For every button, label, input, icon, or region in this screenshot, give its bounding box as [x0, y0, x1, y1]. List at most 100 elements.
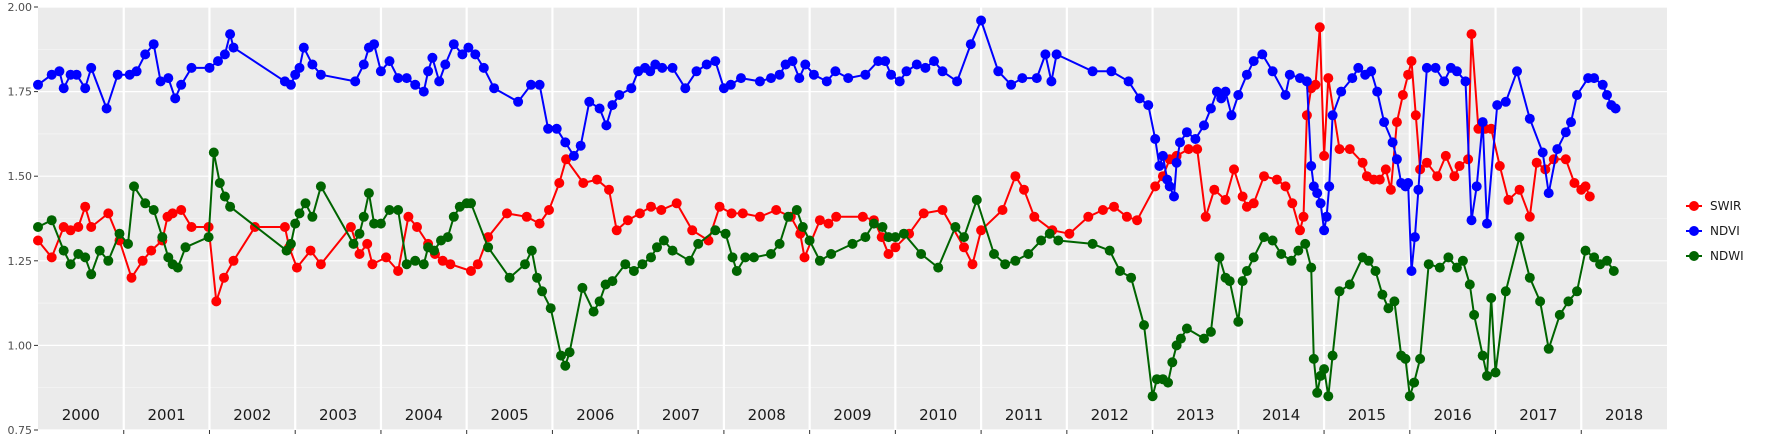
- data-point: [774, 238, 785, 249]
- data-point: [219, 191, 230, 202]
- data-point: [307, 211, 318, 222]
- data-point: [1171, 157, 1182, 168]
- data-point: [393, 73, 404, 84]
- data-point: [146, 245, 157, 256]
- data-point: [1451, 66, 1462, 77]
- data-point: [799, 252, 810, 263]
- data-point: [1181, 127, 1192, 138]
- data-point: [607, 100, 618, 111]
- data-point: [1019, 184, 1029, 195]
- year-label: 2011: [1005, 406, 1043, 424]
- data-point: [521, 211, 532, 222]
- data-point: [1051, 49, 1062, 60]
- data-point: [1010, 171, 1021, 182]
- data-point: [1087, 238, 1098, 249]
- data-point: [1602, 255, 1612, 266]
- data-point: [1366, 66, 1377, 77]
- data-point: [369, 39, 380, 50]
- data-point: [1010, 255, 1021, 266]
- data-point: [86, 269, 97, 280]
- data-point: [354, 228, 365, 239]
- data-point: [204, 62, 215, 73]
- data-point: [701, 59, 712, 70]
- data-point: [1572, 90, 1582, 100]
- data-point: [86, 62, 97, 73]
- data-point: [1175, 137, 1185, 148]
- data-point: [1324, 181, 1335, 192]
- data-point: [1031, 73, 1042, 84]
- data-point: [534, 218, 545, 229]
- data-point: [774, 69, 785, 80]
- data-point: [791, 205, 802, 215]
- data-point: [592, 174, 602, 185]
- data-point: [657, 62, 668, 73]
- data-point: [1372, 86, 1383, 97]
- data-point: [219, 49, 230, 60]
- data-point: [103, 255, 114, 266]
- data-point: [1229, 164, 1239, 175]
- data-point: [448, 211, 459, 222]
- data-point: [804, 235, 815, 246]
- data-point: [410, 255, 421, 266]
- data-point: [1403, 178, 1414, 188]
- legend-item: SWIR: [1686, 199, 1741, 213]
- data-point: [1471, 181, 1482, 192]
- data-point: [354, 249, 365, 259]
- data-point: [211, 296, 222, 307]
- data-point: [1220, 86, 1231, 97]
- data-point: [658, 235, 669, 246]
- data-point: [1306, 161, 1317, 171]
- year-label: 2015: [1348, 406, 1386, 424]
- data-point: [225, 201, 236, 212]
- data-point: [410, 79, 421, 90]
- data-point: [129, 181, 139, 192]
- data-point: [1164, 181, 1175, 192]
- data-point: [470, 49, 481, 60]
- data-point: [1514, 232, 1525, 243]
- data-point: [725, 79, 736, 90]
- data-point: [620, 259, 631, 270]
- data-point: [626, 83, 637, 94]
- data-point: [868, 218, 879, 229]
- legend-label: NDVI: [1710, 224, 1740, 238]
- data-point: [601, 120, 612, 131]
- data-point: [1284, 69, 1295, 80]
- data-point: [1552, 144, 1563, 155]
- data-point: [1132, 215, 1143, 226]
- data-point: [167, 208, 178, 219]
- data-point: [1301, 76, 1312, 87]
- data-point: [358, 211, 369, 222]
- data-point: [823, 218, 834, 229]
- data-point: [1563, 296, 1574, 307]
- data-point: [877, 222, 888, 232]
- data-point: [800, 59, 811, 70]
- data-point: [687, 225, 698, 236]
- data-point: [137, 255, 148, 266]
- data-point: [1259, 232, 1269, 243]
- data-point: [1319, 364, 1330, 375]
- data-point: [94, 245, 105, 256]
- data-point: [831, 211, 842, 222]
- data-point: [952, 76, 963, 87]
- data-point: [1237, 276, 1248, 287]
- year-label: 2017: [1519, 406, 1557, 424]
- data-point: [1512, 66, 1522, 77]
- data-point: [1315, 198, 1326, 209]
- legend-key-marker: [1689, 251, 1699, 261]
- data-point: [545, 303, 556, 314]
- year-label: 2001: [148, 406, 186, 424]
- data-point: [1597, 79, 1608, 90]
- data-point: [1334, 144, 1345, 155]
- data-point: [1344, 279, 1355, 290]
- x-axis: 2000 2001 2002 2003 2004 2005 2006 2007 2008 2009…: [62, 406, 1643, 434]
- data-point: [140, 198, 151, 209]
- data-point: [1267, 235, 1278, 246]
- data-point: [890, 242, 901, 253]
- data-point: [1543, 188, 1554, 199]
- data-point: [1406, 266, 1417, 276]
- data-point: [821, 76, 832, 87]
- data-point: [1580, 181, 1591, 192]
- data-point: [1421, 157, 1432, 168]
- data-point: [1087, 66, 1098, 77]
- data-point: [646, 201, 656, 212]
